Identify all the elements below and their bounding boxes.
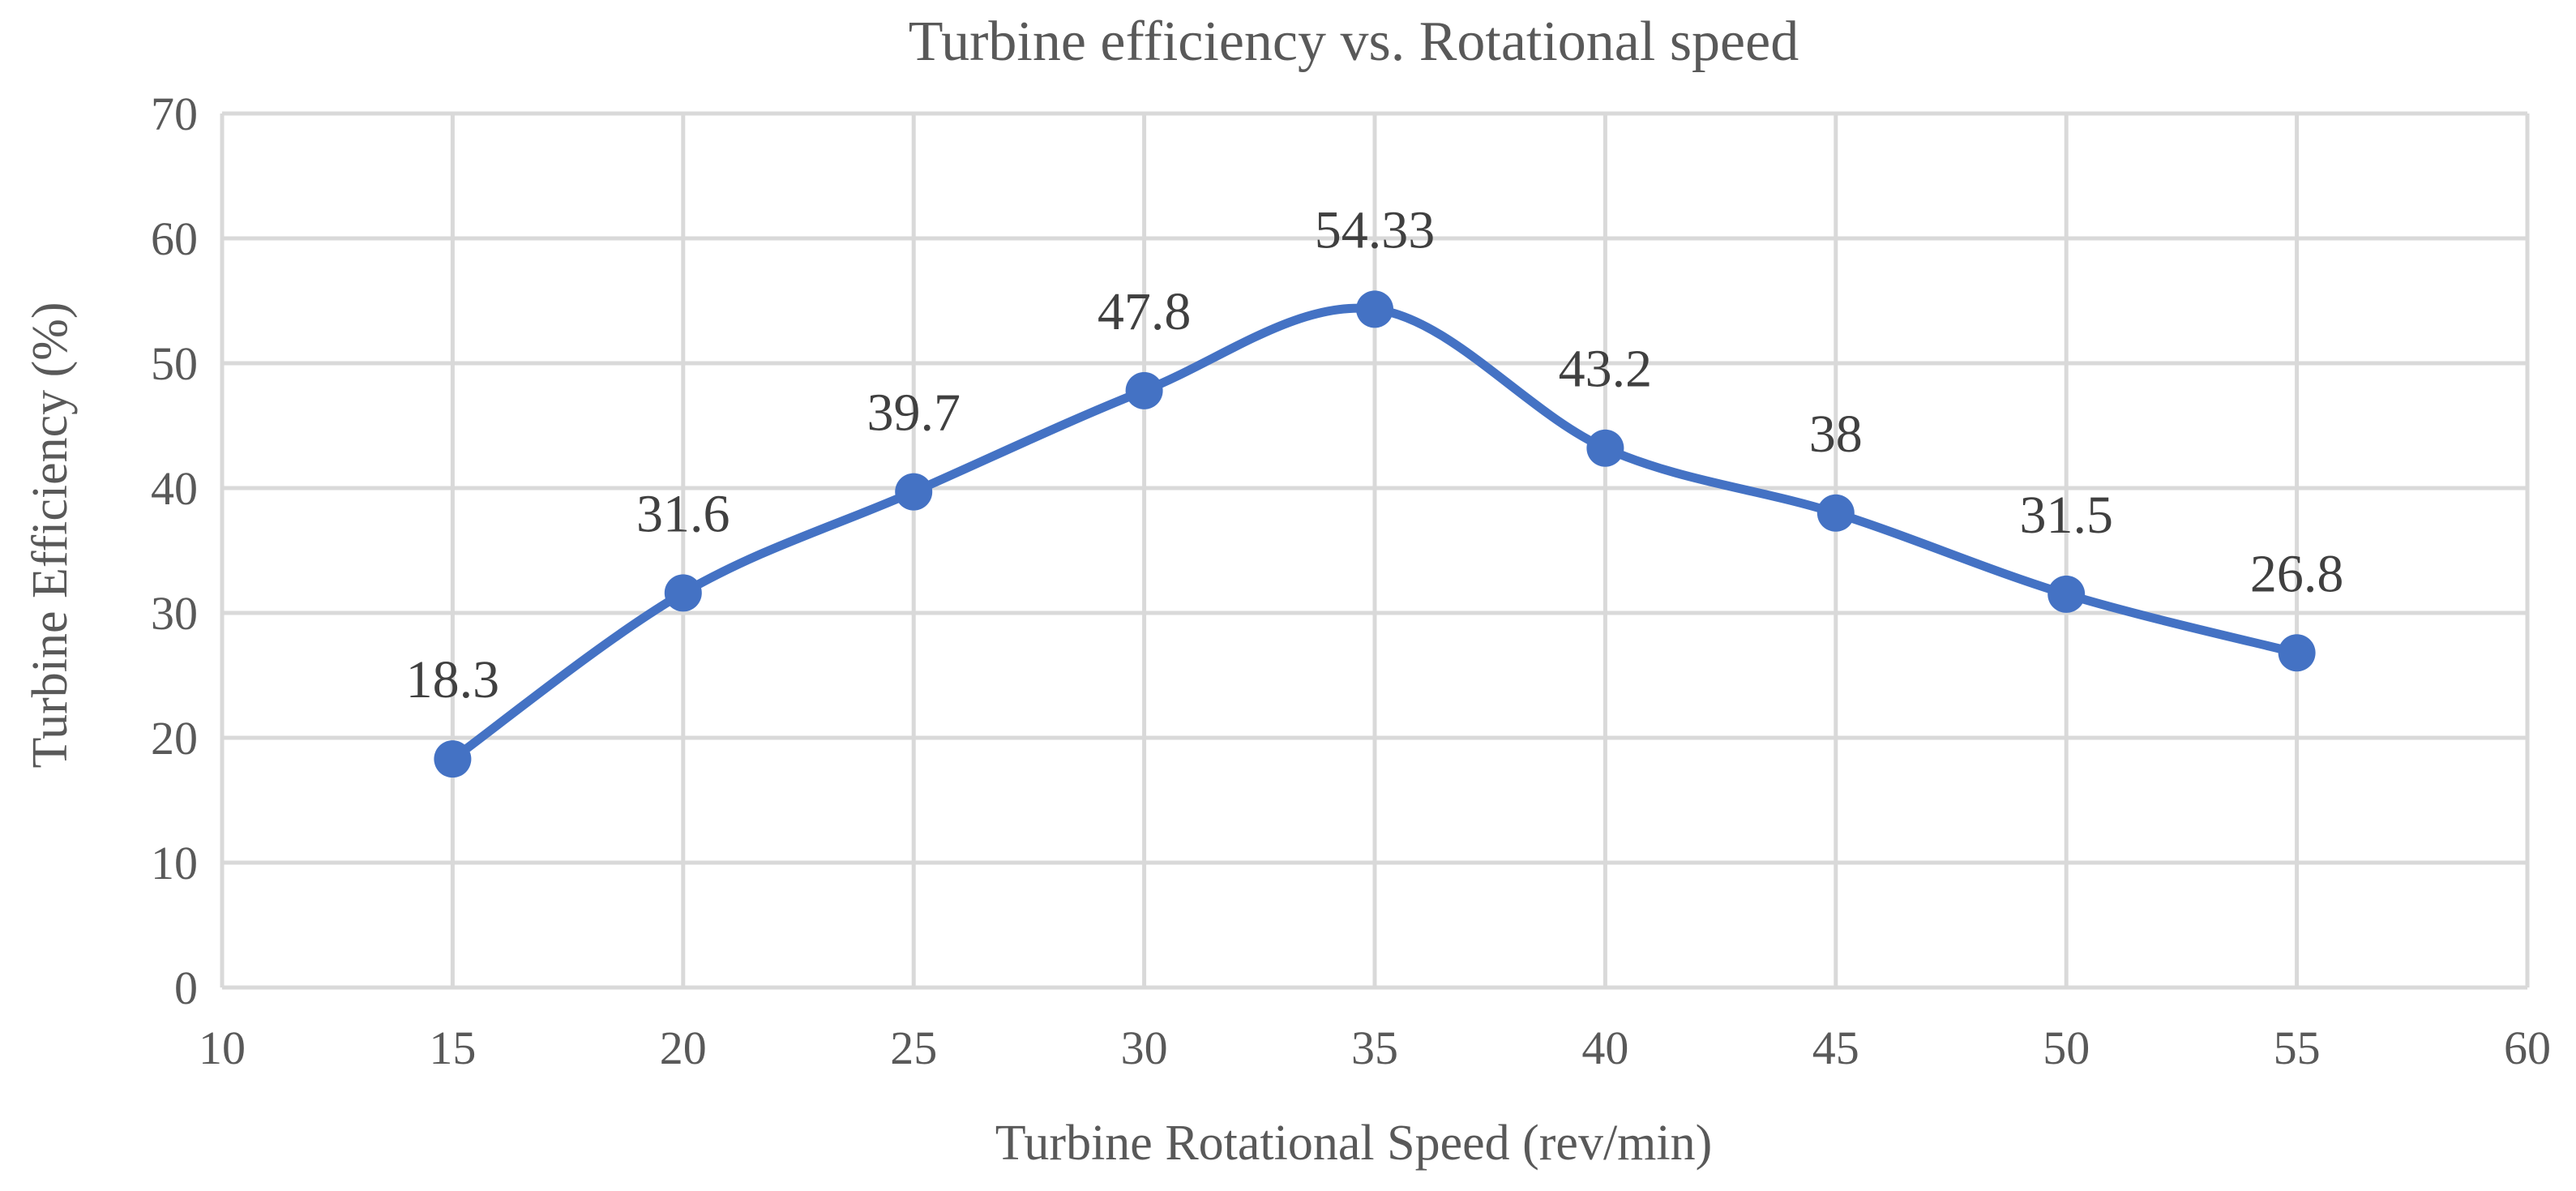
grid-layer [220, 111, 2530, 988]
y-tick-label-40: 40 [151, 462, 198, 515]
data-point-20 [664, 574, 702, 612]
chart-title: Turbine efficiency vs. Rotational speed [909, 11, 1799, 73]
x-tick-label-25: 25 [890, 1022, 937, 1074]
label-layer: 18.3 31.6 39.7 47.8 54.33 43.2 38 31.5 26.8 [406, 200, 2344, 709]
x-tick-label-45: 45 [1812, 1022, 1859, 1074]
x-tick-label-50: 50 [2043, 1022, 2090, 1074]
series-layer [434, 290, 2316, 778]
x-tick-label-40: 40 [1581, 1022, 1628, 1074]
y-axis-title: Turbine Efficiency (%) [23, 302, 78, 768]
x-tick-label-55: 55 [2274, 1022, 2321, 1074]
data-label-55: 26.8 [2250, 544, 2344, 603]
y-tick-label-20: 20 [151, 712, 198, 765]
data-label-50: 31.5 [2019, 486, 2113, 545]
x-tick-label-20: 20 [660, 1022, 707, 1074]
y-tick-label-30: 30 [151, 587, 198, 640]
y-tick-label-0: 0 [174, 962, 198, 1014]
data-point-45 [1816, 494, 1855, 532]
data-point-35 [1356, 290, 1393, 328]
data-label-30: 47.8 [1098, 282, 1192, 341]
data-point-40 [1586, 429, 1624, 467]
x-tick-label-10: 10 [199, 1022, 246, 1074]
x-tick-label-35: 35 [1351, 1022, 1398, 1074]
data-label-35: 54.33 [1315, 200, 1436, 259]
x-tick-label-15: 15 [429, 1022, 476, 1074]
y-tick-label-60: 60 [151, 212, 198, 265]
x-tick-label-60: 60 [2504, 1022, 2551, 1074]
data-point-15 [434, 740, 472, 778]
data-point-25 [895, 473, 933, 511]
y-tick-label-70: 70 [151, 88, 198, 140]
y-tick-label-50: 50 [151, 337, 198, 390]
y-tick-label-10: 10 [151, 837, 198, 889]
data-point-30 [1125, 371, 1163, 409]
data-label-40: 43.2 [1559, 340, 1653, 399]
data-point-50 [2048, 575, 2086, 613]
data-point-55 [2278, 634, 2316, 672]
data-label-25: 39.7 [867, 383, 961, 443]
data-label-45: 38 [1809, 405, 1863, 464]
data-label-15: 18.3 [406, 650, 500, 709]
data-label-20: 31.6 [636, 484, 730, 543]
x-axis-title: Turbine Rotational Speed (rev/min) [995, 1116, 1713, 1171]
x-tick-label-30: 30 [1121, 1022, 1168, 1074]
